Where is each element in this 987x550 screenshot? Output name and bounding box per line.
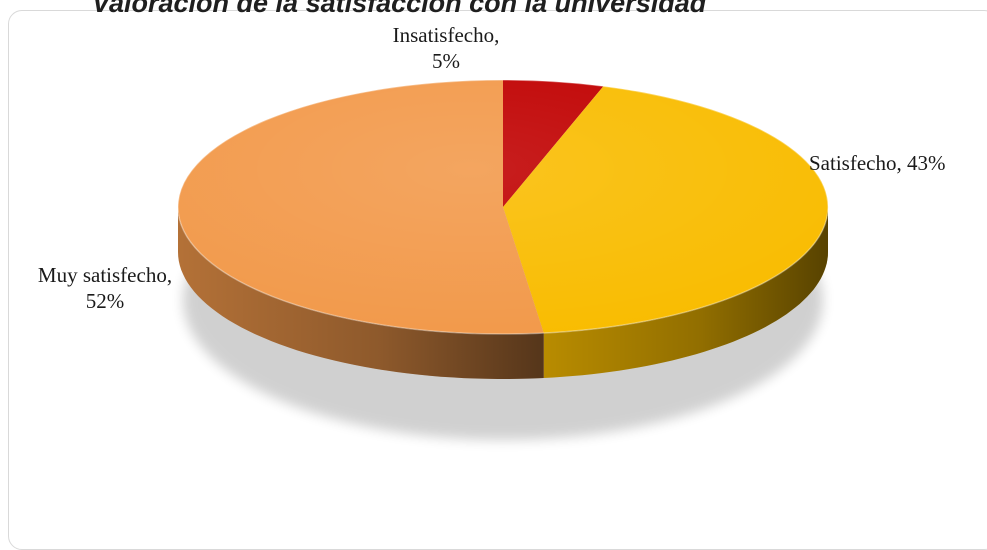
pie-tops — [177, 79, 829, 335]
label-insatisfecho-name: Insatisfecho, — [392, 23, 500, 47]
pie-side-shade-satisfecho — [543, 207, 828, 378]
label-muy-satisfecho-value: 52% — [85, 289, 125, 313]
pie-sides — [178, 207, 828, 379]
chart-title: Valoración de la satisfacción con la uni… — [92, 0, 707, 18]
label-insatisfecho-value: 5% — [432, 49, 460, 73]
label-muy-satisfecho-name: Muy satisfecho, — [37, 263, 173, 287]
label-muy-satisfecho: Muy satisfecho, 52% — [10, 262, 200, 314]
pie-chart — [177, 79, 829, 440]
label-satisfecho-text: Satisfecho, 43% — [809, 151, 946, 175]
pie-side-shade-muy-satisfecho — [178, 207, 544, 379]
pie-top-shine — [178, 80, 828, 334]
label-satisfecho: Satisfecho, 43% — [809, 150, 945, 176]
label-insatisfecho: Insatisfecho, 5% — [356, 22, 536, 74]
pie-top-rim — [177, 79, 829, 335]
